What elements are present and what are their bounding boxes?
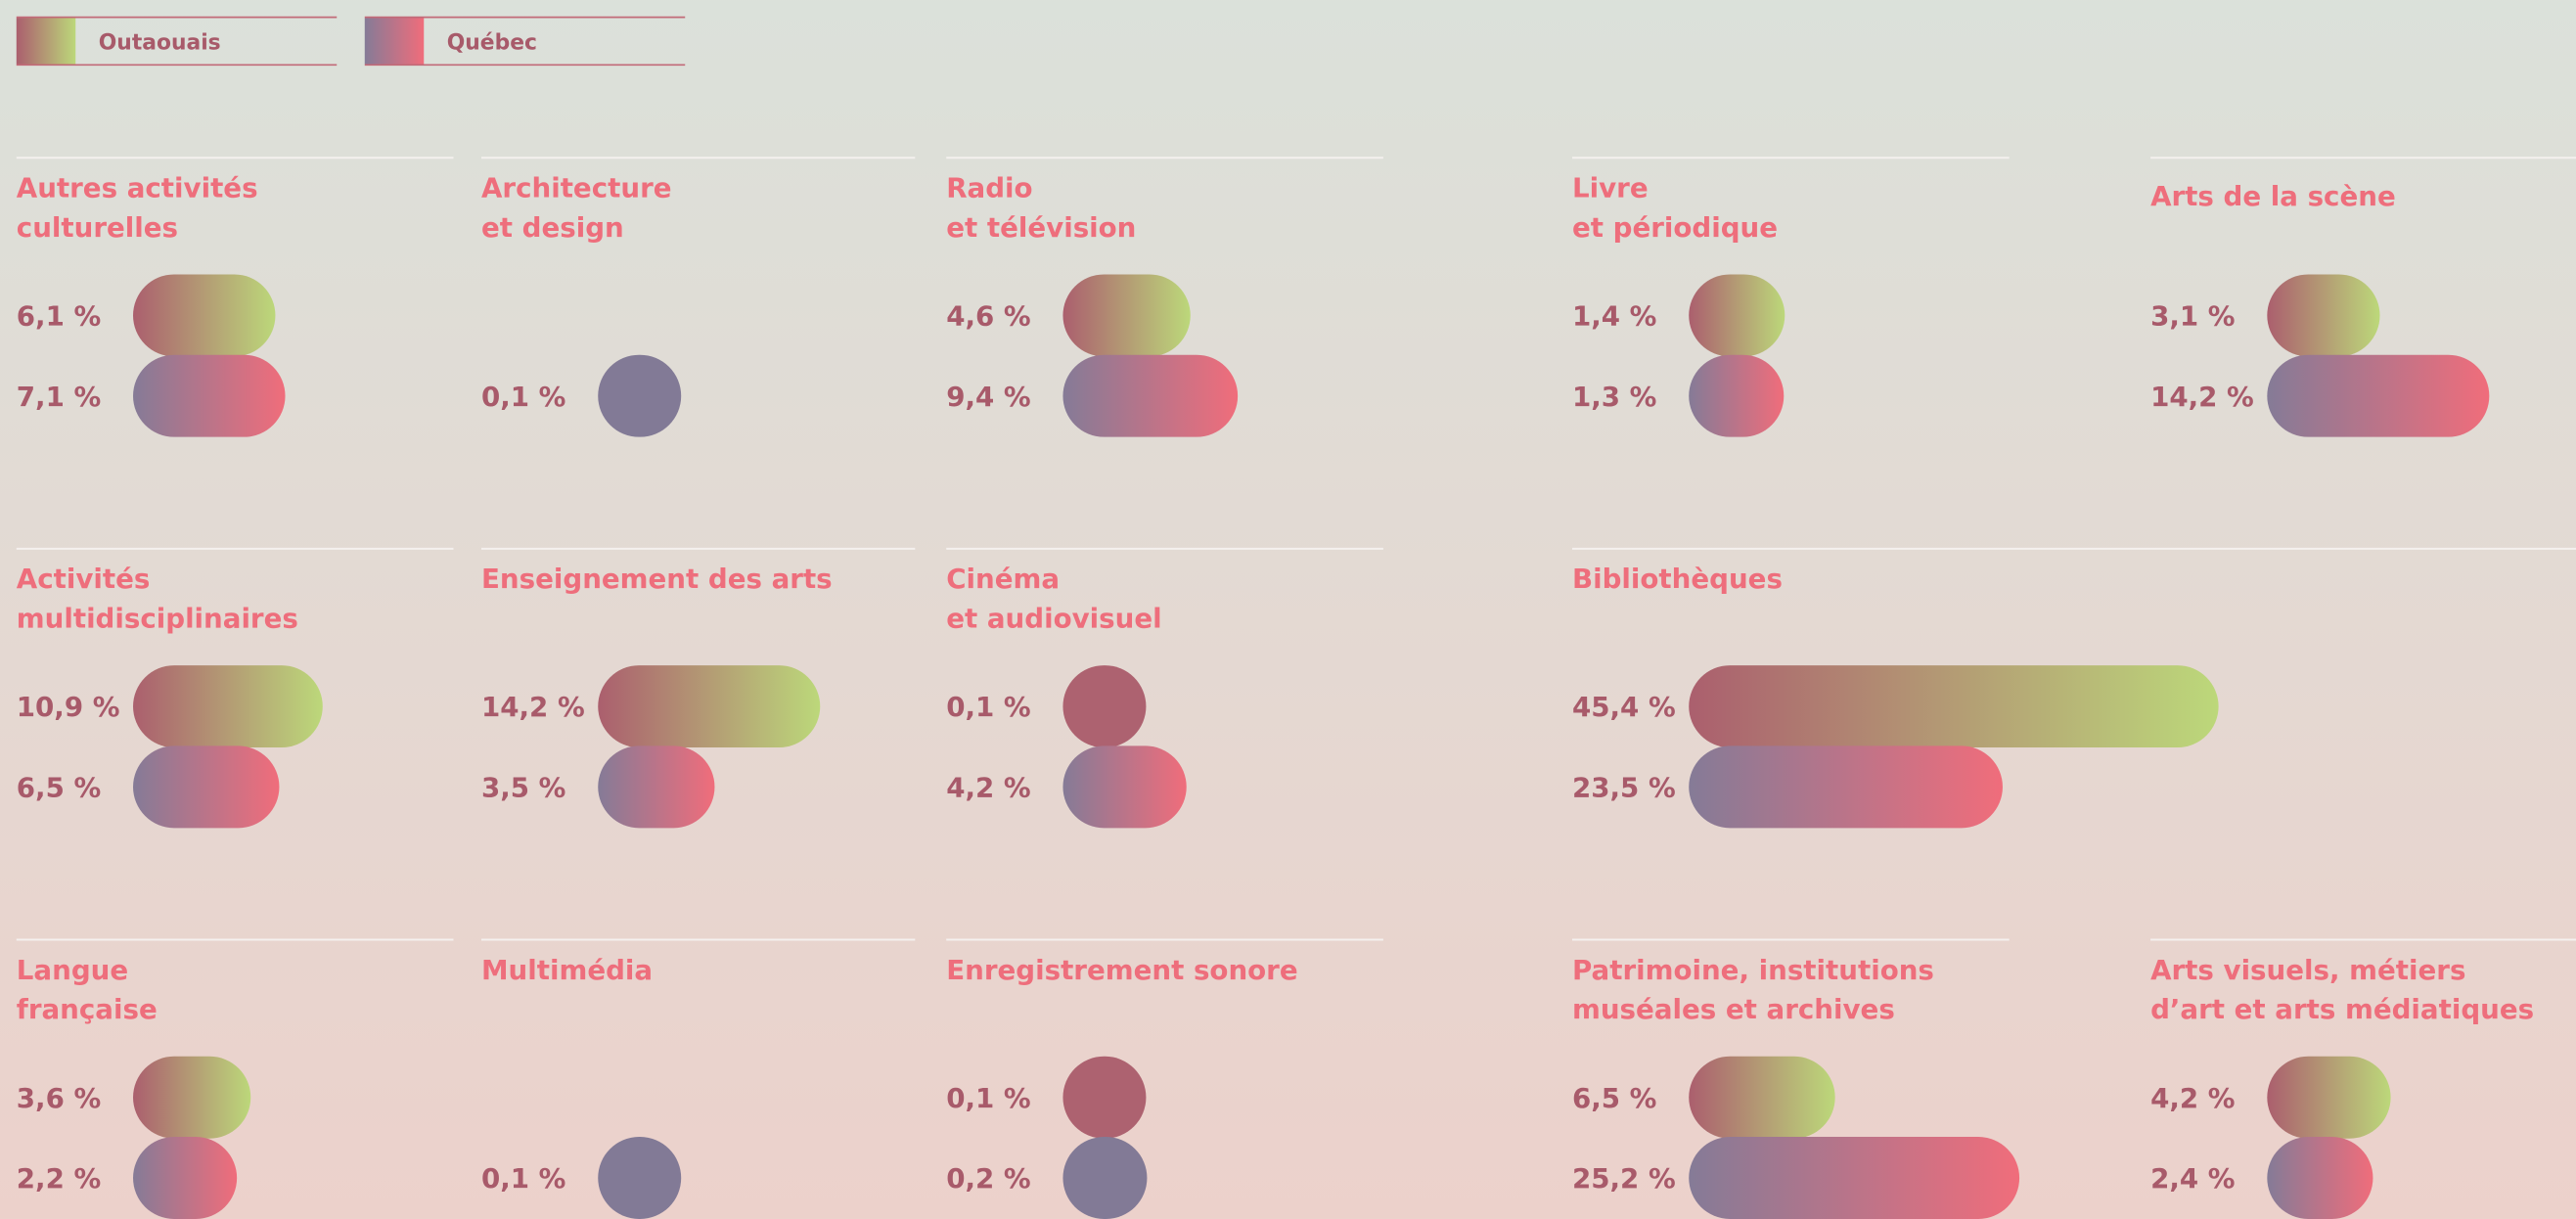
- bar: [598, 1137, 682, 1219]
- bar: [598, 354, 682, 437]
- panel-title: et périodique: [1572, 211, 1778, 244]
- value-label: 0,1 %: [481, 1162, 565, 1195]
- bar: [133, 274, 276, 357]
- bar: [2267, 1056, 2391, 1139]
- value-label: 23,5 %: [1572, 771, 1676, 803]
- bar: [1689, 354, 1785, 437]
- panel-title: Arts de la scène: [2150, 180, 2396, 212]
- value-label: 3,6 %: [17, 1082, 101, 1114]
- panel-title: Enregistrement sonore: [946, 954, 1297, 986]
- value-label: 2,4 %: [2150, 1162, 2235, 1195]
- bar: [598, 745, 715, 829]
- bar: [1062, 1137, 1148, 1219]
- panel-title: Enseignement des arts: [481, 563, 833, 595]
- bar: [1062, 1056, 1147, 1139]
- value-label: 45,4 %: [1572, 691, 1676, 723]
- value-label: 4,6 %: [946, 299, 1030, 332]
- bar: [1689, 274, 1785, 357]
- panel-title: Arts visuels, métiers: [2150, 954, 2465, 986]
- panel-title: française: [17, 993, 158, 1025]
- panel-title: multidisciplinaires: [17, 602, 298, 634]
- panel-title: muséales et archives: [1572, 993, 1895, 1025]
- legend-label: Outaouais: [99, 30, 221, 55]
- bar: [133, 1056, 251, 1139]
- panel-title: et audiovisuel: [946, 602, 1161, 634]
- panel-title: Bibliothèques: [1572, 563, 1783, 595]
- panel-title: et télévision: [946, 211, 1136, 244]
- bar: [1062, 745, 1187, 829]
- value-label: 6,5 %: [17, 771, 101, 803]
- bar: [133, 665, 323, 748]
- value-label: 10,9 %: [17, 691, 120, 723]
- bar: [133, 354, 286, 437]
- bar: [133, 1137, 238, 1219]
- panel-title: Patrimoine, institutions: [1572, 954, 1934, 986]
- legend-swatch: [364, 18, 425, 65]
- value-label: 2,2 %: [17, 1162, 101, 1195]
- panel-title: Livre: [1572, 172, 1649, 204]
- bar: [1689, 1056, 1835, 1139]
- value-label: 6,1 %: [17, 299, 101, 332]
- panel-title: Autres activités: [17, 172, 258, 204]
- bar: [1689, 665, 2219, 748]
- value-label: 14,2 %: [2150, 381, 2254, 413]
- bar: [1689, 745, 2003, 829]
- bar: [1062, 354, 1239, 437]
- panel-title: Cinéma: [946, 563, 1060, 595]
- panel-title: et design: [481, 211, 624, 244]
- bar: [2267, 274, 2380, 357]
- value-label: 4,2 %: [946, 771, 1030, 803]
- panel-title: Multimédia: [481, 954, 653, 986]
- bar: [1689, 1137, 2020, 1219]
- value-label: 0,1 %: [946, 691, 1030, 723]
- value-label: 1,4 %: [1572, 299, 1656, 332]
- value-label: 3,1 %: [2150, 299, 2235, 332]
- panel-title: d’art et arts médiatiques: [2150, 993, 2534, 1025]
- panel-title: Radio: [946, 172, 1032, 204]
- value-label: 1,3 %: [1572, 381, 1656, 413]
- value-label: 0,1 %: [481, 381, 565, 413]
- bar: [133, 745, 280, 829]
- value-label: 6,5 %: [1572, 1082, 1656, 1114]
- panel-title: culturelles: [17, 211, 178, 244]
- bar: [2267, 354, 2490, 437]
- value-label: 25,2 %: [1572, 1162, 1676, 1195]
- value-label: 0,1 %: [946, 1082, 1030, 1114]
- bar: [1062, 665, 1147, 748]
- legend-swatch: [16, 18, 76, 65]
- panel-title: Architecture: [481, 172, 672, 204]
- value-label: 0,2 %: [946, 1162, 1030, 1195]
- bar: [598, 665, 821, 748]
- panel-title: Langue: [17, 954, 128, 986]
- legend-label: Québec: [447, 30, 537, 55]
- value-label: 14,2 %: [481, 691, 585, 723]
- value-label: 9,4 %: [946, 381, 1030, 413]
- bar: [2267, 1137, 2373, 1219]
- panel-title: Activités: [17, 563, 151, 595]
- value-label: 4,2 %: [2150, 1082, 2235, 1114]
- value-label: 7,1 %: [17, 381, 101, 413]
- bar: [1062, 274, 1191, 357]
- value-label: 3,5 %: [481, 771, 565, 803]
